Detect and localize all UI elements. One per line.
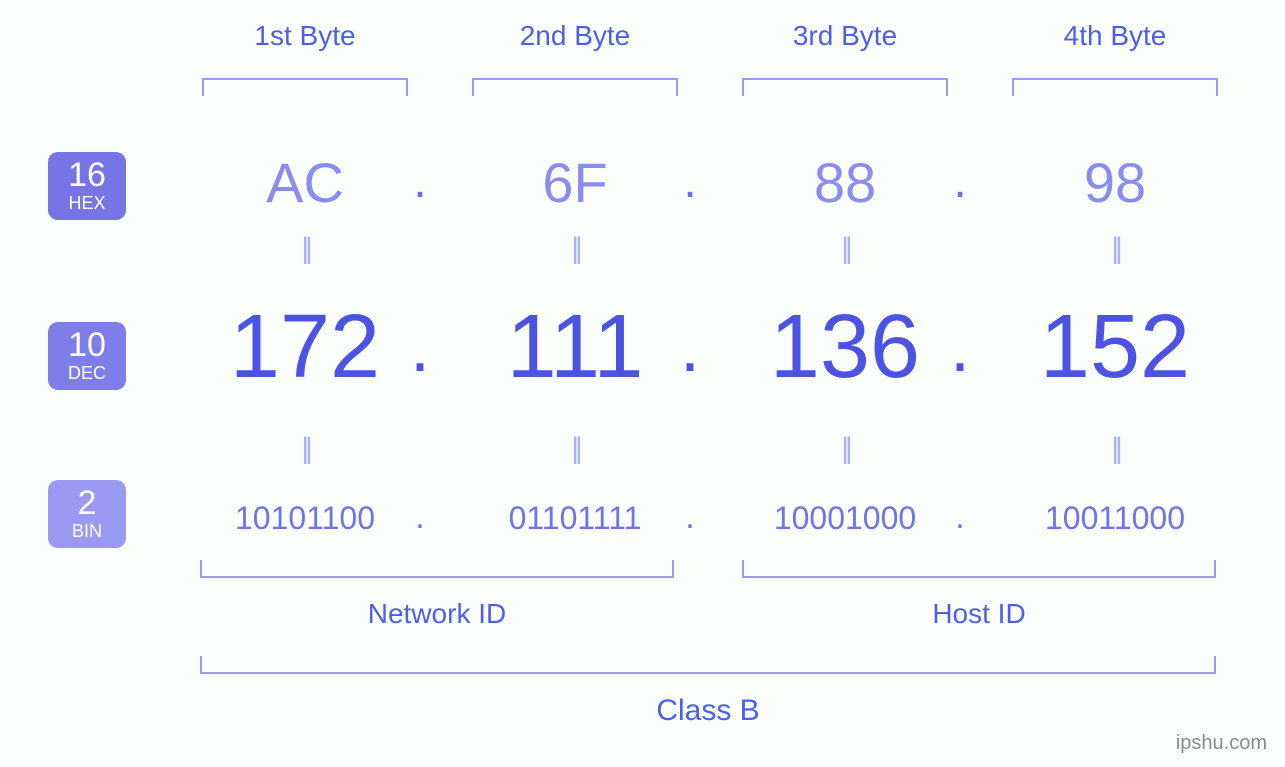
badge-bin-base: 2 [78,486,97,520]
equals-top-1: || [190,232,420,266]
dec-byte-4: 152 [1000,296,1230,399]
equals-bot-3: || [730,432,960,466]
badge-hex: 16 HEX [48,152,126,220]
network-id-label: Network ID [200,598,674,630]
badge-dec: 10 DEC [48,322,126,390]
class-bracket [200,672,1216,674]
top-bracket-4 [1012,78,1218,96]
byte-header-4: 4th Byte [1000,20,1230,52]
equals-top-4: || [1000,232,1230,266]
equals-bot-1: || [190,432,420,466]
byte-header-3: 3rd Byte [730,20,960,52]
bin-dot-2: . [670,498,710,537]
badge-hex-label: HEX [68,194,105,212]
bin-dot-1: . [400,498,440,537]
badge-dec-label: DEC [68,364,106,382]
dec-dot-3: . [940,306,980,388]
hex-dot-3: . [940,154,980,209]
badge-dec-base: 10 [68,328,106,362]
bin-byte-4: 10011000 [1000,500,1230,537]
dec-byte-3: 136 [730,296,960,399]
bin-byte-1: 10101100 [190,500,420,537]
top-bracket-2 [472,78,678,96]
hex-byte-1: AC [190,150,420,215]
hex-byte-2: 6F [460,150,690,215]
equals-top-2: || [460,232,690,266]
badge-bin: 2 BIN [48,480,126,548]
dec-dot-1: . [400,306,440,388]
top-bracket-3 [742,78,948,96]
byte-header-2: 2nd Byte [460,20,690,52]
dec-dot-2: . [670,306,710,388]
host-bracket [742,576,1216,578]
class-label: Class B [200,694,1216,728]
hex-dot-1: . [400,154,440,209]
hex-dot-2: . [670,154,710,209]
top-bracket-1 [202,78,408,96]
bin-byte-3: 10001000 [730,500,960,537]
badge-bin-label: BIN [72,522,102,540]
bin-dot-3: . [940,498,980,537]
ip-diagram: 16 HEX 10 DEC 2 BIN ipshu.com 1st Byte 2n… [0,0,1285,767]
equals-bot-4: || [1000,432,1230,466]
network-bracket [200,576,674,578]
equals-top-3: || [730,232,960,266]
badge-hex-base: 16 [68,158,106,192]
hex-byte-4: 98 [1000,150,1230,215]
equals-bot-2: || [460,432,690,466]
bin-byte-2: 01101111 [460,500,690,537]
byte-header-1: 1st Byte [190,20,420,52]
host-id-label: Host ID [742,598,1216,630]
dec-byte-2: 111 [460,296,690,399]
watermark: ipshu.com [1176,732,1267,755]
hex-byte-3: 88 [730,150,960,215]
dec-byte-1: 172 [190,296,420,399]
